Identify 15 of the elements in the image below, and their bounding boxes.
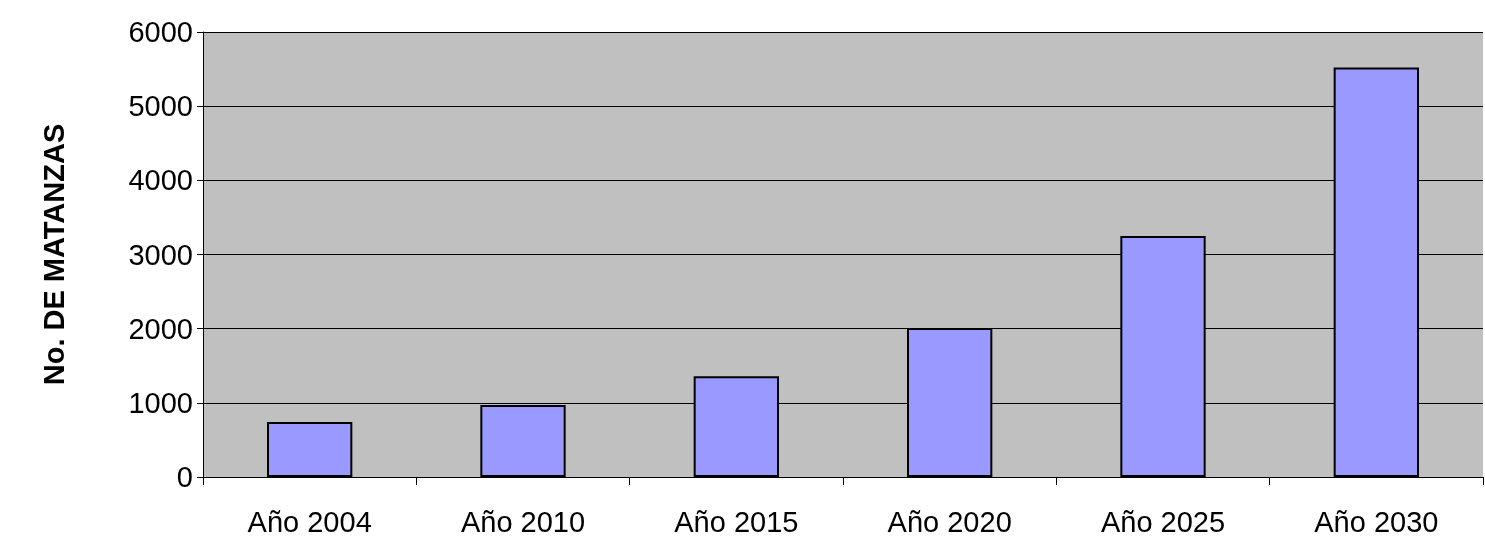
x-tick-label: Año 2020 bbox=[887, 505, 1012, 538]
y-tick-label: 4000 bbox=[128, 164, 193, 197]
y-tick-label: 0 bbox=[176, 461, 193, 493]
x-tick-label: Año 2030 bbox=[1314, 505, 1439, 538]
x-tick-label: Año 2004 bbox=[247, 505, 372, 538]
y-tick-label: 2000 bbox=[128, 312, 193, 345]
x-tick-label: Año 2015 bbox=[674, 505, 799, 538]
y-tick-label: 5000 bbox=[128, 90, 193, 123]
y-axis-title: No. DE MATANZAS bbox=[37, 123, 70, 386]
bar bbox=[267, 422, 353, 477]
y-tick-label: 3000 bbox=[128, 238, 193, 271]
y-tick-label: 1000 bbox=[128, 386, 193, 419]
y-tick-label: 6000 bbox=[128, 16, 193, 48]
x-tick-label: Año 2010 bbox=[460, 505, 586, 538]
x-tick-label: Año 2025 bbox=[1100, 505, 1226, 538]
